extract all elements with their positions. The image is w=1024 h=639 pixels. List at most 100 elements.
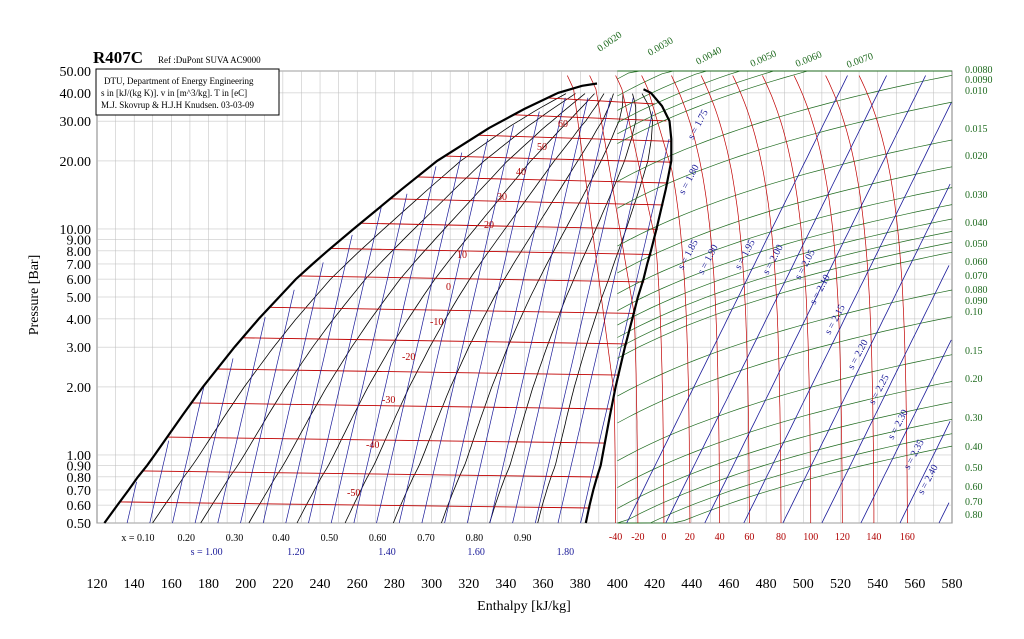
x-tick-label: 360 [533, 577, 554, 592]
isotherm-line [547, 97, 656, 105]
isochore-label: 0.70 [965, 497, 983, 508]
quality-label: 0.70 [417, 533, 435, 544]
x-tick-label: 540 [867, 577, 888, 592]
isentrope-label-bottom: s = 1.00 [191, 547, 223, 558]
curves [119, 70, 953, 524]
isotherm-line-vapor [641, 75, 691, 523]
x-tick-label: 420 [644, 577, 665, 592]
x-tick-label: 580 [942, 577, 963, 592]
isotherm-line-vapor [793, 75, 843, 523]
isentrope-line-vapor [860, 339, 952, 524]
isotherm-label: 20 [484, 220, 494, 231]
isochore-label: 0.80 [965, 510, 983, 521]
quality-line [537, 93, 654, 524]
isochore-line [617, 166, 953, 274]
isentrope-line-two-phase [512, 97, 611, 524]
x-tick-label: 440 [681, 577, 702, 592]
quality-label: 0.60 [369, 533, 387, 544]
isochore-label: 0.60 [965, 482, 983, 493]
isochore-label: 0.0080 [965, 65, 993, 76]
isotherm-line [330, 247, 652, 255]
isentrope-line-two-phase [149, 440, 170, 524]
isotherm-label-bottom: 40 [715, 532, 725, 543]
isochore-label: 0.020 [965, 151, 988, 162]
y-tick-label: 0.50 [67, 517, 92, 532]
y-tick-label: 8.00 [67, 245, 92, 260]
chart-title: R407C [93, 48, 143, 67]
isochore-label: 0.030 [965, 190, 988, 201]
isochore-line [617, 381, 953, 488]
isochore-label: 0.090 [965, 296, 988, 307]
info-line-1: DTU, Department of Energy Engineering [104, 76, 254, 86]
isochore-label: 0.0060 [794, 49, 824, 70]
quality-label: 0.50 [321, 533, 339, 544]
isotherm-line-vapor [615, 75, 665, 523]
isochore-line [617, 139, 953, 247]
isochore-label: 0.050 [965, 239, 988, 250]
isochore-line [617, 74, 953, 182]
isochore-label: 0.070 [965, 271, 988, 282]
axes: 50.00 40.00 30.00 20.00 10.009.008.007.006.0… [60, 65, 963, 592]
isochore-label: 0.0090 [965, 75, 993, 86]
isochore-label: 0.080 [965, 285, 988, 296]
isentrope-line-vapor [782, 183, 951, 524]
isochore-line [617, 289, 953, 397]
isochore-line [617, 418, 953, 524]
y-tick-label: 40.00 [60, 87, 92, 102]
isotherm-line [167, 436, 606, 444]
quality-label: 0.40 [272, 533, 290, 544]
isochore-label: 0.30 [965, 413, 983, 424]
isentrope-line-two-phase [194, 358, 234, 524]
isentrope-line-two-phase [262, 262, 324, 524]
y-tick-label: 6.00 [67, 273, 92, 288]
isotherm-line [191, 402, 613, 410]
isotherm-line [390, 198, 664, 206]
isentrope-line-two-phase [376, 152, 463, 524]
isotherm-label-bottom: 160 [900, 532, 915, 543]
x-tick-label: 240 [310, 577, 331, 592]
isotherm-label-bottom: -40 [609, 532, 622, 543]
isotherm-label-bottom: 100 [803, 532, 818, 543]
isochore-label: 0.0020 [595, 30, 624, 55]
isotherm-label-bottom: 80 [776, 532, 786, 543]
isochore-line [617, 316, 953, 424]
x-tick-label: 320 [458, 577, 479, 592]
x-tick-label: 120 [87, 577, 108, 592]
isotherm-label: 30 [497, 192, 507, 203]
quality-line [248, 93, 586, 524]
isotherm-line-vapor [762, 75, 812, 523]
isotherm-label: 50 [537, 142, 547, 153]
x-axis-title: Enthalpy [kJ/kg] [477, 599, 571, 614]
chart-subtitle: Ref :DuPont SUVA AC9000 [158, 55, 261, 65]
isotherm-label-bottom: 20 [685, 532, 695, 543]
x-tick-label: 260 [347, 577, 368, 592]
quality-label: 0.30 [226, 533, 244, 544]
isotherm-label: 10 [457, 250, 467, 261]
isochore-line [617, 433, 953, 524]
isochore-label: 0.20 [965, 374, 983, 385]
y-tick-label: 0.90 [67, 459, 92, 474]
isentrope-line-two-phase [240, 289, 295, 524]
isentrope-label-bottom: 1.80 [557, 547, 575, 558]
x-tick-label: 180 [198, 577, 219, 592]
isochore-label: 0.015 [965, 124, 988, 135]
x-tick-label: 220 [272, 577, 293, 592]
isotherm-line-vapor [858, 75, 908, 523]
isotherm-line [242, 337, 628, 345]
isotherm-label-bottom: 120 [835, 532, 850, 543]
y-tick-label: 2.00 [67, 381, 92, 396]
isotherm-line [142, 470, 599, 478]
y-axis-title: Pressure [Bar] [27, 255, 42, 335]
quality-line [392, 93, 614, 524]
isotherm-line [217, 368, 620, 376]
isotherm-label: -20 [402, 352, 415, 363]
x-tick-label: 280 [384, 577, 405, 592]
isotherm-label: -50 [347, 488, 360, 499]
isotherm-line [477, 134, 671, 142]
isotherm-line [417, 176, 669, 184]
isotherm-line [269, 306, 636, 314]
isochore-line [617, 231, 953, 338]
y-tick-label: 20.00 [60, 155, 92, 170]
